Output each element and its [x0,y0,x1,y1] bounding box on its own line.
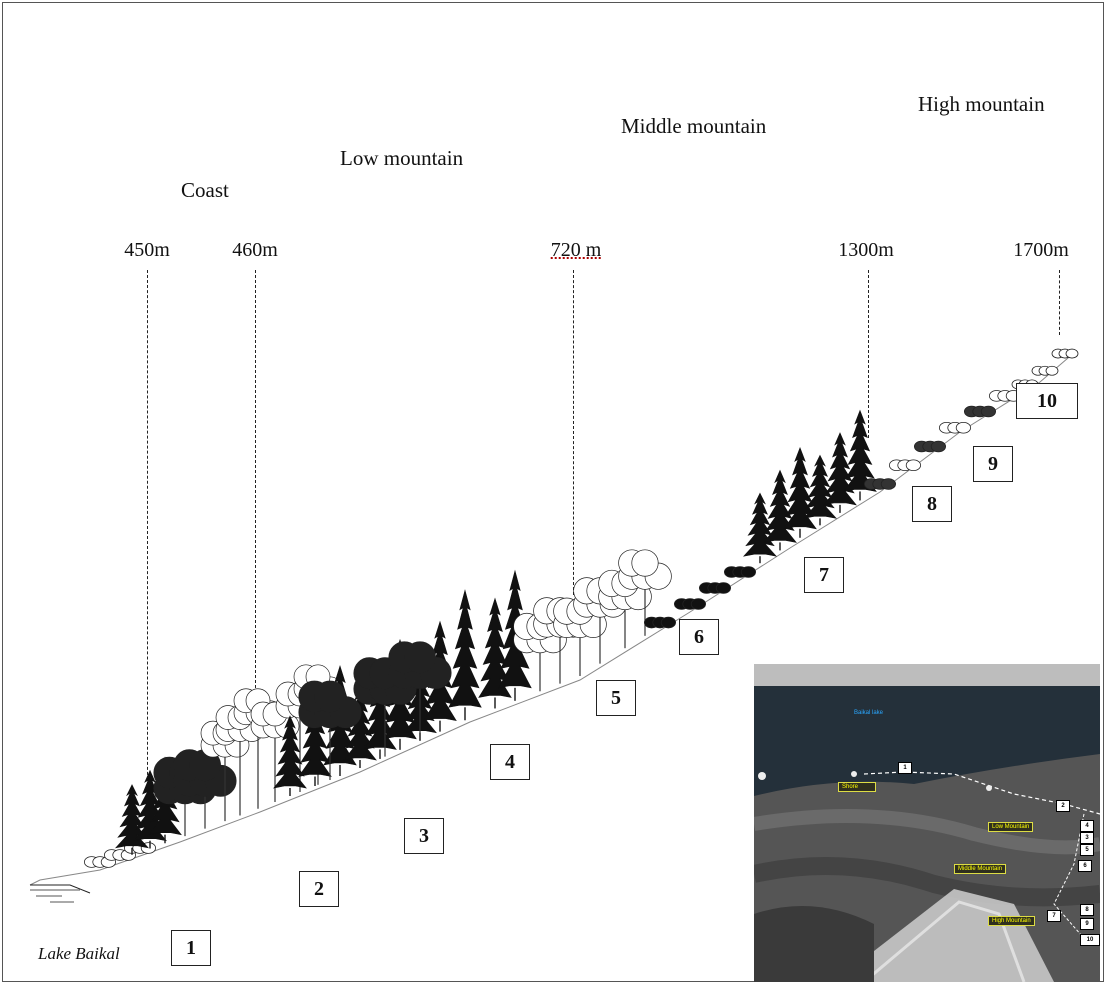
site-marker-3: 3 [404,818,444,854]
site-marker-7: 7 [804,557,844,593]
lake-baikal-label: Lake Baikal [38,944,120,963]
site-marker-2: 2 [299,871,339,907]
inset-lake-label: Baikal lake [854,710,884,716]
elevation-label: 450m [124,239,170,261]
site-marker-10: 10 [1016,383,1078,419]
conifer-tree [783,446,817,530]
elevation-line [1059,270,1060,335]
elevation-label: 460m [232,239,278,261]
conifer-tree [273,715,307,789]
zone-label-coast: Coast [181,178,229,202]
site-marker-9: 9 [973,446,1013,482]
inset-site-2: 2 [1056,800,1070,812]
inset-site-1: 1 [898,762,912,774]
inset-zone-label-middle: Middle Mountain [954,864,1007,874]
inset-site-10: 10 [1080,934,1100,946]
elevation-label: 1300m [838,239,894,261]
site-marker-1: 1 [171,930,211,966]
satellite-map-inset: Baikal lake Shore Low Mountain Middle Mo… [754,664,1100,982]
zone-label-middle-mountain: Middle mountain [621,114,767,138]
elevation-label: 1700m [1013,239,1069,261]
elevation-line [255,270,256,733]
inset-zone-label-low: Low Mountain [988,822,1034,832]
zone-label-high-mountain: High mountain [918,92,1045,116]
conifer-tree [114,784,150,849]
zone-label-low-mountain: Low mountain [340,146,464,170]
inset-site-9: 9 [1080,918,1094,930]
elevation-line [147,270,148,810]
inset-zone-label-high: High Mountain [988,916,1035,926]
conifer-tree [478,597,512,698]
conifer-tree [843,409,877,492]
site-marker-4: 4 [490,744,530,780]
inset-site-5: 5 [1080,844,1094,856]
site-marker-6: 6 [679,619,719,655]
site-marker-5: 5 [596,680,636,716]
inset-site-3: 3 [1080,832,1094,844]
elevation-line [573,270,574,595]
inset-zone-label-shore: Shore [838,782,876,792]
inset-site-6: 6 [1078,860,1092,872]
inset-site-8: 8 [1080,904,1094,916]
inset-site-4: 4 [1080,820,1094,832]
conifer-tree [448,589,482,708]
inset-site-7: 7 [1047,910,1061,922]
site-marker-8: 8 [912,486,952,522]
elevation-label: 720 m [550,239,602,261]
elevation-line [868,270,869,438]
